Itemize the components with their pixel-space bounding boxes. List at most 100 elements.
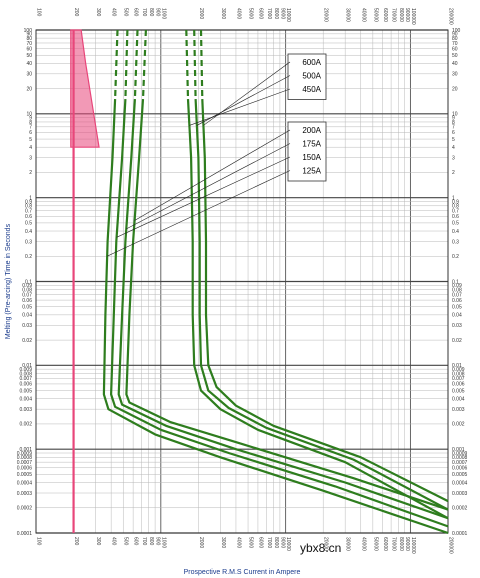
x-tick-label-bottom: 4000 bbox=[235, 537, 241, 548]
y-tick-label-left: 30 bbox=[26, 72, 32, 78]
x-tick-label-top: 2000 bbox=[198, 8, 204, 19]
x-tick-label-bottom: 30000 bbox=[345, 537, 351, 551]
series-125a-line bbox=[102, 99, 449, 535]
series-600a-line bbox=[201, 99, 449, 503]
y-tick-label-right: 70 bbox=[452, 41, 458, 47]
y-tick-label-right: 0.5 bbox=[452, 221, 459, 227]
x-tick-label-top: 500 bbox=[123, 8, 129, 17]
y-tick-label-right: 0.07 bbox=[452, 292, 462, 298]
series-500a-dashed bbox=[193, 29, 197, 100]
y-tick-label-right: 0.08 bbox=[452, 287, 462, 293]
y-tick-label-right: 30 bbox=[452, 72, 458, 78]
y-tick-label-right: 0.04 bbox=[452, 313, 462, 319]
y-tick-label-left: 0.0005 bbox=[17, 472, 33, 478]
y-tick-label-left: 0.006 bbox=[19, 382, 32, 388]
x-tick-label-top: 200 bbox=[73, 8, 79, 17]
highlight-area bbox=[70, 29, 100, 148]
y-tick-label-right: 0.06 bbox=[452, 298, 462, 304]
y-tick-label-left: 9 bbox=[29, 115, 32, 121]
y-tick-label-left: 60 bbox=[26, 46, 32, 52]
y-tick-label-left: 0.0008 bbox=[17, 455, 33, 461]
y-tick-label-right: 5 bbox=[452, 137, 455, 143]
y-tick-label-left: 0.008 bbox=[19, 371, 32, 377]
x-tick-label-top: 5000 bbox=[248, 8, 254, 19]
y-tick-label-right: 0.2 bbox=[452, 254, 459, 260]
y-tick-label-left: 40 bbox=[26, 61, 32, 67]
y-tick-label-right: 20 bbox=[452, 86, 458, 92]
y-tick-label-right: 0.9 bbox=[452, 199, 459, 205]
x-tick-label-top: 6000 bbox=[257, 8, 263, 19]
series-125a-dashed bbox=[114, 29, 119, 100]
y-tick-label-left: 0.007 bbox=[19, 376, 32, 382]
tick-labels: 1001002002003003004004005005006006007007… bbox=[17, 8, 468, 554]
x-tick-label-top: 100 bbox=[36, 8, 42, 17]
y-tick-label-left: 0.04 bbox=[22, 313, 32, 319]
x-tick-label-bottom: 1000 bbox=[160, 537, 166, 548]
y-tick-label-right: 60 bbox=[452, 46, 458, 52]
y-tick-label-left: 0.0006 bbox=[17, 466, 33, 472]
x-tick-label-top: 3000 bbox=[220, 8, 226, 19]
series-175a-line bbox=[117, 99, 449, 520]
y-tick-label-right: 0.001 bbox=[452, 447, 465, 453]
x-tick-label-bottom: 80000 bbox=[398, 537, 404, 551]
x-tick-label-bottom: 600 bbox=[133, 537, 139, 546]
y-tick-label-left: 0.08 bbox=[22, 287, 32, 293]
series-200a-dashed bbox=[141, 29, 147, 100]
y-tick-label-right: 0.01 bbox=[452, 363, 462, 369]
x-tick-label-top: 7000 bbox=[266, 8, 272, 19]
y-tick-label-right: 0.3 bbox=[452, 239, 459, 245]
y-tick-label-left: 0.8 bbox=[25, 204, 32, 210]
y-tick-label-right: 0.007 bbox=[452, 376, 465, 382]
callout-label: 600A bbox=[302, 58, 321, 67]
y-tick-label-left: 4 bbox=[29, 145, 32, 151]
x-tick-label-bottom: 5000 bbox=[248, 537, 254, 548]
y-tick-label-left: 0.1 bbox=[25, 279, 32, 285]
callout-leader bbox=[116, 156, 291, 238]
x-tick-label-top: 700 bbox=[141, 8, 147, 17]
x-tick-label-top: 8000 bbox=[273, 8, 279, 19]
x-tick-label-bottom: 50000 bbox=[372, 537, 378, 551]
y-tick-label-right: 0.1 bbox=[452, 279, 459, 285]
series-200a-line bbox=[125, 99, 449, 511]
y-tick-label-right: 0.09 bbox=[452, 283, 462, 289]
x-tick-label-bottom: 200 bbox=[73, 537, 79, 546]
y-tick-label-right: 7 bbox=[452, 125, 455, 131]
x-tick-label-top: 900 bbox=[155, 8, 161, 17]
y-tick-label-left: 0.05 bbox=[22, 305, 32, 311]
y-tick-label-right: 0.8 bbox=[452, 204, 459, 210]
x-tick-label-top: 9000 bbox=[279, 8, 285, 19]
y-tick-label-left: 3 bbox=[29, 155, 32, 161]
series-450a-line bbox=[186, 99, 449, 520]
x-tick-label-bottom: 200000 bbox=[448, 537, 454, 554]
y-tick-label-right: 0.0001 bbox=[452, 531, 468, 537]
y-tick-label-right: 0.006 bbox=[452, 382, 465, 388]
callout-label: 125A bbox=[302, 167, 321, 176]
y-tick-label-right: 6 bbox=[452, 130, 455, 136]
y-tick-label-left: 0.09 bbox=[22, 283, 32, 289]
series-500a-line bbox=[194, 99, 449, 511]
x-tick-label-bottom: 6000 bbox=[257, 537, 263, 548]
callout-group: 600A 500A 450A 200A 175A 150A 125A bbox=[107, 53, 327, 257]
y-tick-label-right: 9 bbox=[452, 115, 455, 121]
y-tick-label-left: 0.0001 bbox=[17, 531, 33, 537]
y-tick-label-left: 0.001 bbox=[19, 447, 32, 453]
x-tick-label-top: 70000 bbox=[391, 8, 397, 22]
y-tick-label-right: 0.0003 bbox=[452, 491, 468, 497]
y-tick-label-left: 1 bbox=[29, 195, 32, 201]
y-tick-label-left: 7 bbox=[29, 125, 32, 131]
y-tick-label-left: 90 bbox=[26, 32, 32, 38]
y-tick-label-left: 0.3 bbox=[25, 239, 32, 245]
x-tick-label-bottom: 900 bbox=[155, 537, 161, 546]
y-tick-label-left: 0.0007 bbox=[17, 460, 33, 466]
series-450a-dashed bbox=[185, 29, 190, 100]
y-tick-label-right: 50 bbox=[452, 53, 458, 59]
y-tick-label-left: 100 bbox=[24, 28, 33, 34]
y-tick-label-left: 0.7 bbox=[25, 208, 32, 214]
x-tick-label-top: 1000 bbox=[160, 8, 166, 19]
y-tick-label-left: 0.004 bbox=[19, 396, 32, 402]
highlight-region bbox=[70, 29, 100, 533]
x-tick-label-bottom: 400 bbox=[111, 537, 117, 546]
x-tick-label-top: 400 bbox=[111, 8, 117, 17]
y-tick-label-right: 0.4 bbox=[452, 229, 459, 235]
